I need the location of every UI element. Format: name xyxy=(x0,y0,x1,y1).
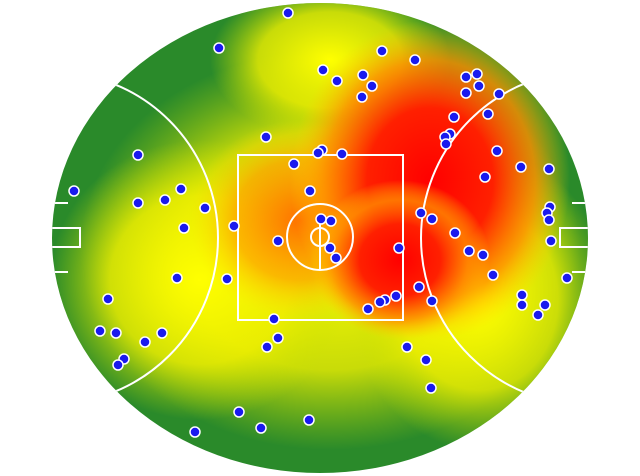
point xyxy=(516,299,528,311)
point xyxy=(449,227,461,239)
point xyxy=(228,220,240,232)
point xyxy=(543,163,555,175)
point xyxy=(317,64,329,76)
point xyxy=(282,7,294,19)
point xyxy=(68,185,80,197)
point xyxy=(390,290,402,302)
point xyxy=(175,183,187,195)
point xyxy=(393,242,405,254)
point xyxy=(331,75,343,87)
point xyxy=(366,80,378,92)
point xyxy=(415,207,427,219)
point xyxy=(221,273,233,285)
point xyxy=(156,327,168,339)
point xyxy=(460,71,472,83)
point xyxy=(315,213,327,225)
point xyxy=(199,202,211,214)
point xyxy=(268,313,280,325)
point xyxy=(539,299,551,311)
point xyxy=(362,303,374,315)
point xyxy=(409,54,421,66)
point xyxy=(330,252,342,264)
point xyxy=(110,327,122,339)
point xyxy=(440,138,452,150)
point xyxy=(178,222,190,234)
point xyxy=(171,272,183,284)
point xyxy=(159,194,171,206)
point xyxy=(356,91,368,103)
point xyxy=(374,296,386,308)
point xyxy=(312,147,324,159)
point xyxy=(426,295,438,307)
point xyxy=(288,158,300,170)
point xyxy=(493,88,505,100)
point xyxy=(545,235,557,247)
point xyxy=(401,341,413,353)
point xyxy=(132,149,144,161)
point xyxy=(303,414,315,426)
point xyxy=(515,161,527,173)
point xyxy=(132,197,144,209)
point xyxy=(324,242,336,254)
point xyxy=(473,80,485,92)
point xyxy=(561,272,573,284)
point xyxy=(532,309,544,321)
point xyxy=(272,332,284,344)
point xyxy=(213,42,225,54)
point xyxy=(516,289,528,301)
point xyxy=(460,87,472,99)
point xyxy=(543,214,555,226)
point xyxy=(487,269,499,281)
point xyxy=(336,148,348,160)
point xyxy=(325,215,337,227)
point xyxy=(491,145,503,157)
point xyxy=(102,293,114,305)
point xyxy=(261,341,273,353)
point xyxy=(448,111,460,123)
point xyxy=(471,68,483,80)
point xyxy=(233,406,245,418)
point xyxy=(479,171,491,183)
point xyxy=(255,422,267,434)
point xyxy=(260,131,272,143)
point xyxy=(482,108,494,120)
point xyxy=(376,45,388,57)
point xyxy=(304,185,316,197)
point xyxy=(139,336,151,348)
point xyxy=(357,69,369,81)
point xyxy=(94,325,106,337)
point xyxy=(425,382,437,394)
point xyxy=(413,281,425,293)
point xyxy=(420,354,432,366)
point xyxy=(477,249,489,261)
point xyxy=(189,426,201,438)
point xyxy=(463,245,475,257)
point xyxy=(272,235,284,247)
point xyxy=(112,359,124,371)
point xyxy=(426,213,438,225)
